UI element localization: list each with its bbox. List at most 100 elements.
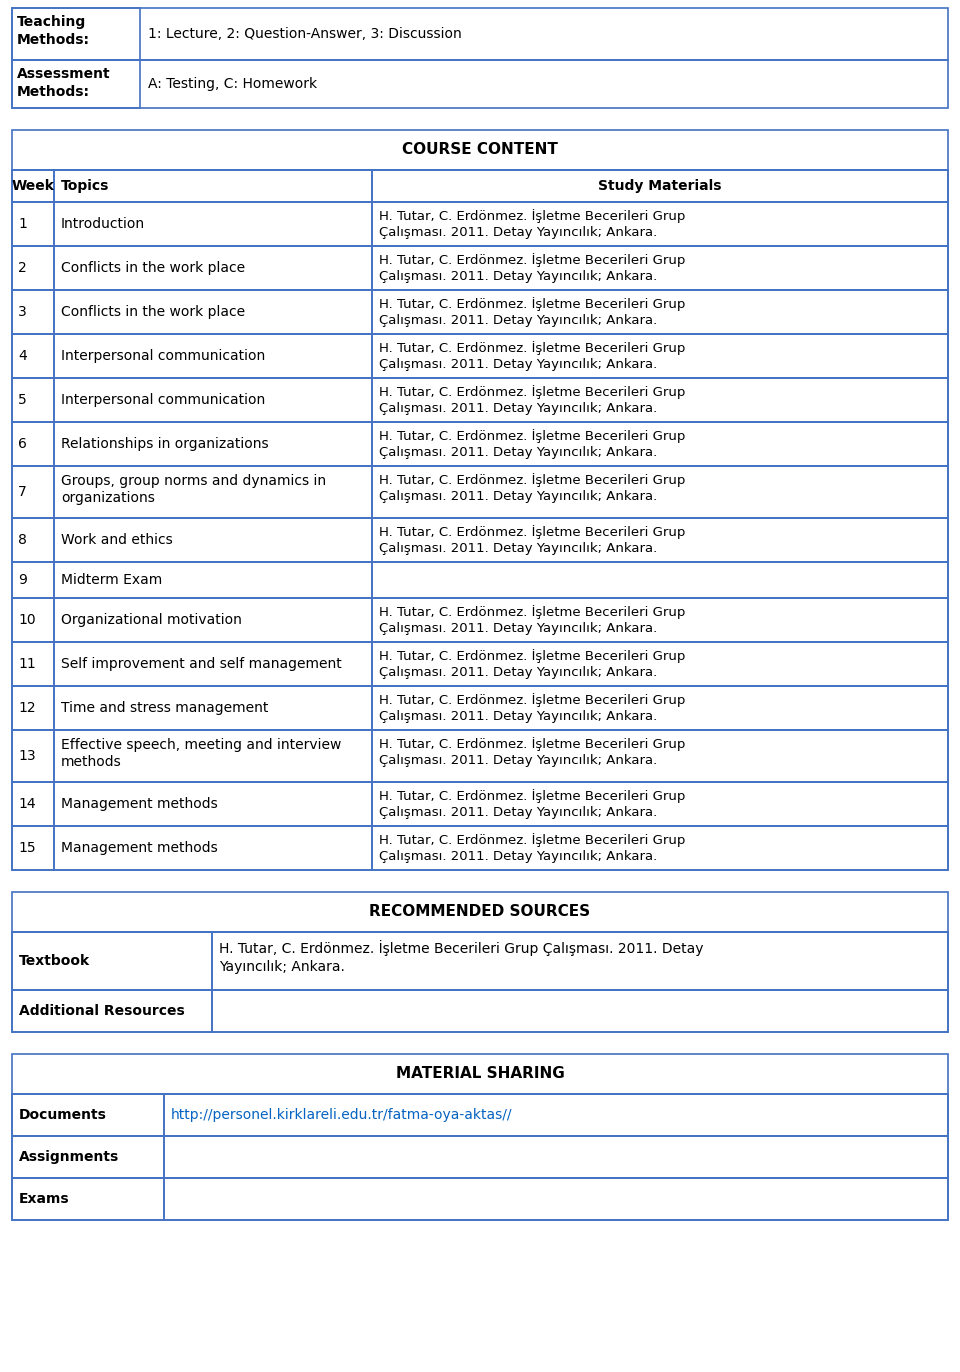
Bar <box>54 289 372 333</box>
Text: 1: 1 <box>18 217 27 230</box>
Bar <box>12 1093 164 1136</box>
Text: H. Tutar, C. Erdönmez. İşletme Becerileri Grup
Çalışması. 2011. Detay Yayıncılık: H. Tutar, C. Erdönmez. İşletme Beceriler… <box>379 473 685 504</box>
Text: Relationships in organizations: Relationships in organizations <box>61 438 269 451</box>
Bar <box>54 686 372 730</box>
Bar <box>12 466 54 519</box>
Text: H. Tutar, C. Erdönmez. İşletme Becerileri Grup
Çalışması. 2011. Detay Yayıncılık: H. Tutar, C. Erdönmez. İşletme Beceriler… <box>379 296 685 328</box>
Bar <box>12 826 948 870</box>
Bar <box>54 466 372 519</box>
Bar <box>12 519 54 563</box>
Bar <box>372 246 948 289</box>
Text: Management methods: Management methods <box>61 797 218 811</box>
Text: H. Tutar, C. Erdönmez. İşletme Becerileri Grup
Çalışması. 2011. Detay Yayıncılık: H. Tutar, C. Erdönmez. İşletme Beceriler… <box>379 605 685 635</box>
Bar <box>12 466 948 519</box>
Bar <box>372 730 948 782</box>
Bar <box>164 1136 948 1179</box>
Bar <box>12 170 948 202</box>
Bar <box>12 598 54 642</box>
Bar <box>164 1179 948 1220</box>
Text: 10: 10 <box>18 613 36 627</box>
Bar <box>12 423 54 466</box>
Bar <box>12 130 948 170</box>
Bar <box>12 782 54 826</box>
Text: Conflicts in the work place: Conflicts in the work place <box>61 305 245 320</box>
Bar <box>372 202 948 246</box>
Text: H. Tutar, C. Erdönmez. İşletme Becerileri Grup
Çalışması. 2011. Detay Yayıncılık: H. Tutar, C. Erdönmez. İşletme Beceriler… <box>379 649 685 679</box>
Text: 8: 8 <box>18 532 27 547</box>
Text: Groups, group norms and dynamics in
organizations: Groups, group norms and dynamics in orga… <box>61 473 326 505</box>
Bar <box>12 333 948 379</box>
Text: A: Testing, C: Homework: A: Testing, C: Homework <box>148 77 317 91</box>
Text: 3: 3 <box>18 305 27 320</box>
Text: 9: 9 <box>18 573 27 587</box>
Bar <box>12 686 948 730</box>
Text: H. Tutar, C. Erdönmez. İşletme Becerileri Grup
Çalışması. 2011. Detay Yayıncılık: H. Tutar, C. Erdönmez. İşletme Beceriler… <box>379 737 685 767</box>
Bar <box>12 246 54 289</box>
Bar <box>372 289 948 333</box>
Bar <box>12 642 948 686</box>
Bar <box>54 379 372 423</box>
Text: 4: 4 <box>18 348 27 364</box>
Bar <box>54 170 372 202</box>
Bar <box>12 379 54 423</box>
Bar <box>12 519 948 563</box>
Bar <box>372 333 948 379</box>
Bar <box>54 730 372 782</box>
Text: Management methods: Management methods <box>61 841 218 855</box>
Bar <box>12 991 212 1032</box>
Text: H. Tutar, C. Erdönmez. İşletme Becerileri Grup
Çalışması. 2011. Detay Yayıncılık: H. Tutar, C. Erdönmez. İşletme Beceriler… <box>379 342 685 372</box>
Bar <box>12 642 54 686</box>
Text: 13: 13 <box>18 749 36 763</box>
Text: Additional Resources: Additional Resources <box>19 1004 184 1018</box>
Text: Interpersonal communication: Interpersonal communication <box>61 392 265 407</box>
Text: 11: 11 <box>18 657 36 671</box>
Text: Organizational motivation: Organizational motivation <box>61 613 242 627</box>
Bar <box>12 932 948 991</box>
Text: Topics: Topics <box>61 178 109 193</box>
Bar <box>12 598 948 642</box>
Text: Introduction: Introduction <box>61 217 145 230</box>
Bar <box>12 289 948 333</box>
Bar <box>12 730 54 782</box>
Bar <box>12 202 948 246</box>
Text: Assessment
Methods:: Assessment Methods: <box>17 67 110 99</box>
Bar <box>12 991 948 1032</box>
Bar <box>12 932 212 991</box>
Bar <box>372 563 948 598</box>
Bar <box>12 202 54 246</box>
Text: MATERIAL SHARING: MATERIAL SHARING <box>396 1066 564 1081</box>
Text: H. Tutar, C. Erdönmez. İşletme Becerileri Grup Çalışması. 2011. Detay
Yayıncılık: H. Tutar, C. Erdönmez. İşletme Beceriler… <box>219 940 704 974</box>
Text: Self improvement and self management: Self improvement and self management <box>61 657 342 671</box>
Bar <box>54 246 372 289</box>
Bar <box>372 686 948 730</box>
Bar <box>12 333 54 379</box>
Bar <box>372 466 948 519</box>
Text: 14: 14 <box>18 797 36 811</box>
Bar <box>12 8 140 60</box>
Text: H. Tutar, C. Erdönmez. İşletme Becerileri Grup
Çalışması. 2011. Detay Yayıncılık: H. Tutar, C. Erdönmez. İşletme Beceriler… <box>379 209 685 240</box>
Text: H. Tutar, C. Erdönmez. İşletme Becerileri Grup
Çalışması. 2011. Detay Yayıncılık: H. Tutar, C. Erdönmez. İşletme Beceriler… <box>379 789 685 819</box>
Bar <box>212 991 948 1032</box>
Text: Midterm Exam: Midterm Exam <box>61 573 162 587</box>
Bar <box>372 423 948 466</box>
Text: 6: 6 <box>18 438 27 451</box>
Bar <box>372 598 948 642</box>
Text: Teaching
Methods:: Teaching Methods: <box>17 15 90 47</box>
Bar <box>12 782 948 826</box>
Bar <box>12 892 948 932</box>
Text: 2: 2 <box>18 261 27 274</box>
Bar <box>12 60 140 108</box>
Bar <box>12 8 948 60</box>
Bar <box>12 60 948 108</box>
Bar <box>212 932 948 991</box>
Bar <box>54 519 372 563</box>
Text: Assignments: Assignments <box>19 1150 119 1163</box>
Text: 7: 7 <box>18 484 27 499</box>
Bar <box>12 1136 948 1179</box>
Bar <box>54 333 372 379</box>
Text: Textbook: Textbook <box>19 954 90 969</box>
Bar <box>12 1093 948 1136</box>
Bar <box>372 379 948 423</box>
Text: H. Tutar, C. Erdönmez. İşletme Becerileri Grup
Çalışması. 2011. Detay Yayıncılık: H. Tutar, C. Erdönmez. İşletme Beceriler… <box>379 525 685 556</box>
Text: H. Tutar, C. Erdönmez. İşletme Becerileri Grup
Çalışması. 2011. Detay Yayıncılık: H. Tutar, C. Erdönmez. İşletme Beceriler… <box>379 693 685 723</box>
